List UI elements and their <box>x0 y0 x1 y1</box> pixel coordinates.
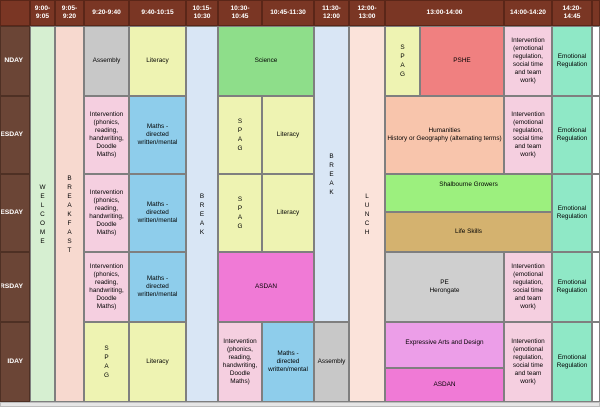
humanities-cell: Humanities History or Geography (alterna… <box>385 96 504 174</box>
header-time: 12:00- 13:00 <box>349 0 385 26</box>
intervention-emotional-cell: Intervention (emotional regulation, soci… <box>504 322 552 402</box>
breakfast-column: B R E A K F A S T <box>55 26 84 402</box>
header-blank <box>0 0 30 26</box>
maths-cell: Maths - directed written/mental <box>262 322 314 402</box>
life-skills-cell: Life Skills <box>385 212 552 252</box>
maths-cell: Maths - directed written/mental <box>129 96 186 174</box>
intervention-phonics-cell: Intervention (phonics, reading, handwrit… <box>84 174 129 252</box>
welcome-column: W E L C O M E <box>30 26 55 402</box>
intervention-emotional-cell: Intervention (emotional regulation, soci… <box>504 26 552 96</box>
break-column: B R E A K <box>186 26 218 402</box>
literacy-cell: Literacy <box>262 96 314 174</box>
science-cell: Science <box>218 26 314 96</box>
shalbourne-growers-cell: Shalbourne Growers <box>385 174 552 212</box>
blank-cell <box>592 96 600 174</box>
blank-cell <box>592 322 600 402</box>
pshe-cell: PSHE <box>420 26 504 96</box>
intervention-emotional-cell: Intervention (emotional regulation, soci… <box>504 96 552 174</box>
emotional-regulation-cell: Emotional Regulation <box>552 174 592 252</box>
literacy-cell: Literacy <box>129 26 186 96</box>
header-time: 13:00-14:00 <box>385 0 504 26</box>
header-time: 9:40-10:15 <box>129 0 186 26</box>
lunch-column: L U N C H <box>349 26 385 402</box>
maths-cell: Maths - directed written/mental <box>129 174 186 252</box>
break-column-2: B R E A K <box>314 26 349 322</box>
header-time: 14:20- 14:45 <box>552 0 592 26</box>
header-time: 11:30- 12:00 <box>314 0 349 26</box>
header-time: 9:00- 9:05 <box>30 0 55 26</box>
pe-cell: PE Herongate <box>385 252 504 322</box>
blank-cell <box>592 174 600 252</box>
spag-cell: S P A G <box>385 26 420 96</box>
header-blank <box>592 0 600 26</box>
header-time: 10:30- 10:45 <box>218 0 262 26</box>
day-label: RSDAY <box>0 252 30 322</box>
emotional-regulation-cell: Emotional Regulation <box>552 96 592 174</box>
blank-cell <box>592 252 600 322</box>
literacy-cell: Literacy <box>129 322 186 402</box>
emotional-regulation-cell: Emotional Regulation <box>552 322 592 402</box>
intervention-phonics-cell: Intervention (phonics, reading, handwrit… <box>84 252 129 322</box>
header-time: 14:00-14:20 <box>504 0 552 26</box>
header-time: 9:20-9:40 <box>84 0 129 26</box>
assembly-cell: Assembly <box>314 322 349 402</box>
day-label: ESDAY <box>0 96 30 174</box>
spag-cell: S P A G <box>218 96 262 174</box>
literacy-cell: Literacy <box>262 174 314 252</box>
intervention-phonics-cell: Intervention (phonics, reading, handwrit… <box>84 96 129 174</box>
asdan-cell: ASDAN <box>385 368 504 402</box>
spag-cell: S P A G <box>84 322 129 402</box>
intervention-emotional-cell: Intervention (emotional regulation, soci… <box>504 252 552 322</box>
maths-cell: Maths - directed written/mental <box>129 252 186 322</box>
emotional-regulation-cell: Emotional Regulation <box>552 26 592 96</box>
header-time: 10:15- 10:30 <box>186 0 218 26</box>
day-label: NDAY <box>0 26 30 96</box>
day-label: NESDAY <box>0 174 30 252</box>
expressive-arts-cell: Expressive Arts and Design <box>385 322 504 368</box>
intervention-phonics-cell: Intervention (phonics, reading, handwrit… <box>218 322 262 402</box>
day-label: IDAY <box>0 322 30 402</box>
asdan-cell: ASDAN <box>218 252 314 322</box>
bottom-edge <box>0 402 600 407</box>
header-time: 9:05- 9:20 <box>55 0 84 26</box>
spag-cell: S P A G <box>218 174 262 252</box>
emotional-regulation-cell: Emotional Regulation <box>552 252 592 322</box>
header-time: 10:45-11:30 <box>262 0 314 26</box>
blank-cell <box>592 26 600 96</box>
assembly-cell: Assembly <box>84 26 129 96</box>
